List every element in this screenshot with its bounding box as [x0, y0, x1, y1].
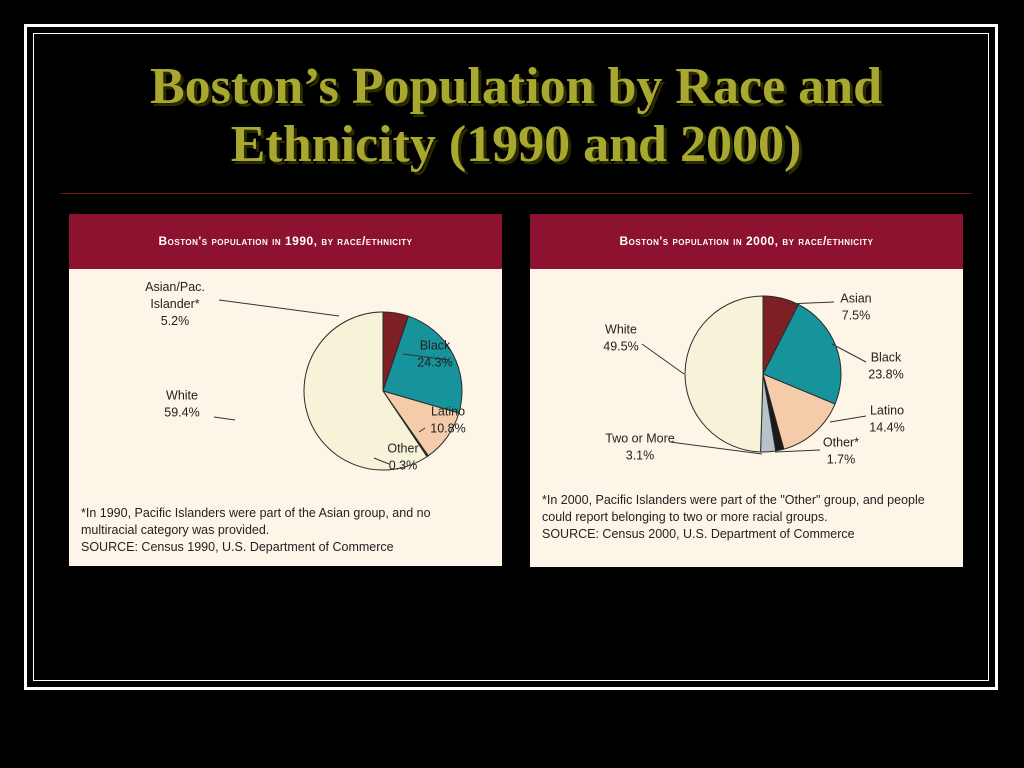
leader-line	[373, 457, 390, 465]
slice-label: Other* 1.7%	[823, 436, 859, 467]
slide-title-line2: Ethnicity (1990 and 2000)	[230, 116, 802, 173]
chart-panel-2000: Boston's population in 2000, by race/eth…	[530, 214, 963, 567]
leader-line	[641, 343, 685, 375]
slice-label: Other 0.3%	[387, 442, 418, 473]
slice-label: Black 24.3%	[417, 339, 452, 370]
slice-category-label: Islander*	[150, 297, 199, 311]
slice-category-label: Latino	[870, 404, 904, 418]
pie-slice-white	[303, 311, 428, 471]
slice-label: White 49.5%	[603, 323, 638, 354]
slice-label: Latino 14.4%	[869, 404, 904, 435]
slice-label: Two or More 3.1%	[605, 432, 675, 463]
slice-percent-label: 10.8%	[430, 422, 465, 436]
title-divider	[60, 193, 972, 194]
leader-line	[829, 415, 867, 423]
chart-title-2000: Boston's population in 2000, by race/eth…	[530, 214, 963, 269]
slice-percent-label: 3.1%	[626, 449, 655, 463]
footnote-1990-line: multiracial category was provided.	[81, 523, 270, 537]
footnote-1990: *In 1990, Pacific Islanders were part of…	[81, 505, 431, 556]
leader-line	[418, 427, 426, 433]
leader-line	[213, 416, 236, 421]
slice-percent-label: 49.5%	[603, 340, 638, 354]
leader-line	[774, 449, 821, 453]
slice-category-label: Asian	[840, 292, 871, 306]
leader-line	[402, 353, 450, 361]
slice-label: Black 23.8%	[868, 351, 903, 382]
slice-category-label: Other*	[823, 436, 859, 450]
slice-percent-label: 59.4%	[164, 406, 199, 420]
slice-category-label: Latino	[431, 405, 465, 419]
pie-chart-1990: Asian/Pac. Islander* 5.2% Black 24.3% Latino 1…	[145, 280, 466, 473]
footnote-1990-line: *In 1990, Pacific Islanders were part of…	[81, 506, 431, 520]
slice-category-label: Asian/Pac.	[145, 280, 205, 294]
slice-category-label: White	[605, 323, 637, 337]
slice-label: Latino 10.8%	[430, 405, 465, 436]
leader-line	[669, 441, 763, 455]
footnote-2000: *In 2000, Pacific Islanders were part of…	[542, 492, 925, 543]
slide-title: Boston’s Population by Race and Ethnicit…	[60, 58, 972, 174]
slice-label: Asian 7.5%	[840, 292, 871, 323]
slice-category-label: Black	[871, 351, 902, 365]
footnote-2000-source: SOURCE: Census 2000, U.S. Department of …	[542, 527, 855, 541]
slide-title-line1: Boston’s Population by Race and	[150, 58, 882, 115]
chart-panel-1990: Boston's population in 1990, by race/eth…	[69, 214, 502, 566]
slice-category-label: White	[166, 389, 198, 403]
pie-chart-2000: Asian 7.5% Black 23.8% Latino 14.4% Other* 1.7%…	[603, 292, 904, 467]
slice-percent-label: 23.8%	[868, 368, 903, 382]
slice-percent-label: 14.4%	[869, 421, 904, 435]
slice-label: White 59.4%	[164, 389, 199, 420]
slice-percent-label: 24.3%	[417, 356, 452, 370]
leader-line	[831, 343, 867, 363]
pie-slice-latino	[762, 373, 836, 450]
leader-line	[785, 301, 835, 305]
leader-line	[218, 299, 340, 317]
slice-percent-label: 5.2%	[161, 314, 190, 328]
pie-slice-white	[684, 295, 764, 453]
pie-slice-black	[762, 303, 842, 405]
footnote-1990-source: SOURCE: Census 1990, U.S. Department of …	[81, 540, 394, 554]
slice-percent-label: 7.5%	[842, 309, 871, 323]
slice-percent-label: 1.7%	[827, 453, 856, 467]
footnote-2000-line: *In 2000, Pacific Islanders were part of…	[542, 493, 925, 507]
slice-label: Asian/Pac. Islander* 5.2%	[145, 280, 205, 328]
slice-category-label: Black	[420, 339, 451, 353]
slice-percent-label: 0.3%	[389, 459, 418, 473]
slide-outer-border	[24, 24, 998, 690]
slice-category-label: Other	[387, 442, 418, 456]
pie-slice-black	[382, 315, 463, 414]
slice-category-label: Two or More	[605, 432, 675, 446]
footnote-2000-line: could report belonging to two or more ra…	[542, 510, 828, 524]
chart-title-1990: Boston's population in 1990, by race/eth…	[69, 214, 502, 269]
slide-inner-border	[33, 33, 989, 681]
